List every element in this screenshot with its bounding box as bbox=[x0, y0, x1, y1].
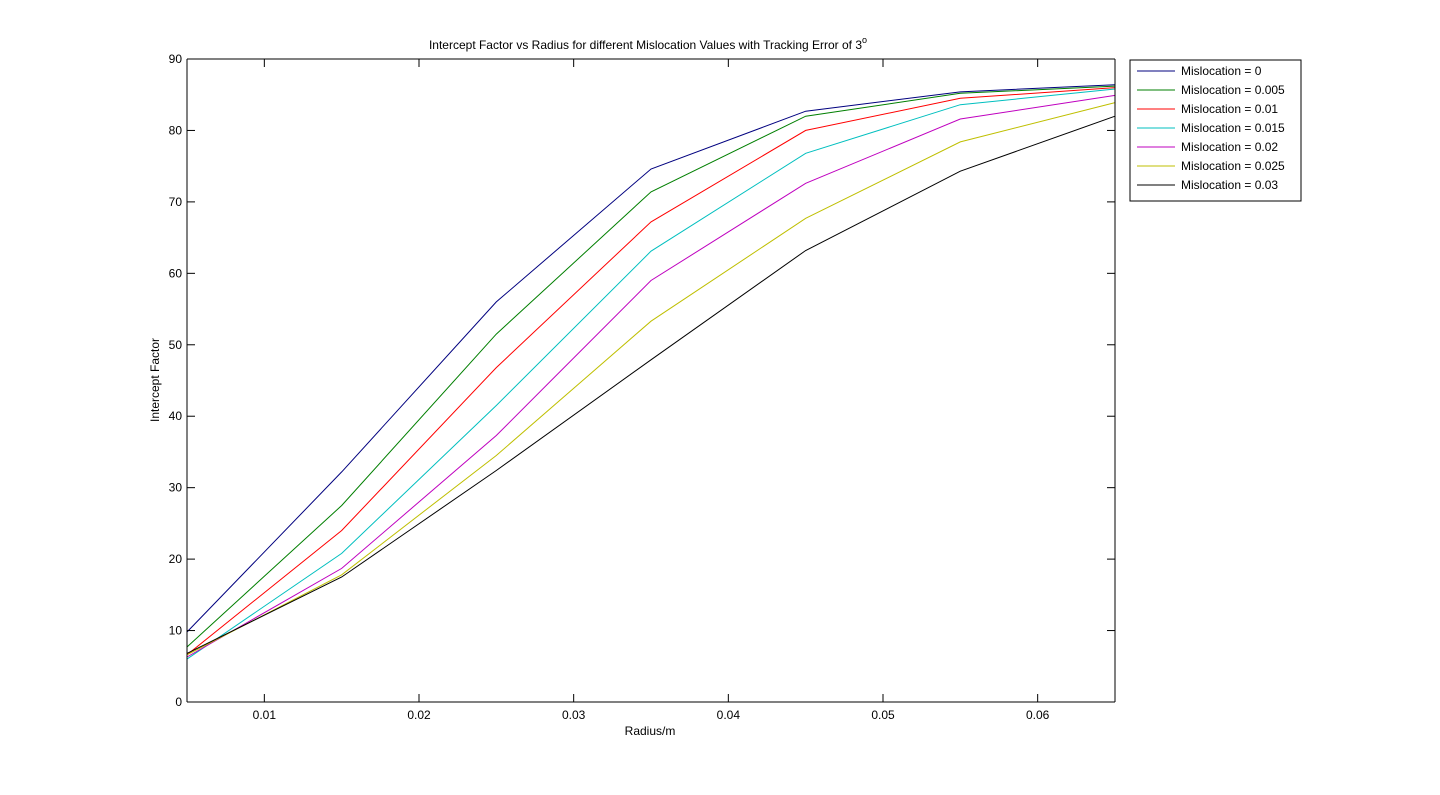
axes-layer bbox=[186, 58, 1116, 703]
chart-title: Intercept Factor vs Radius for different… bbox=[429, 35, 867, 52]
ticks-layer: 0.01 0.02 0.03 0.04 0.05 0.06 0 10 20 30 40 50 60 70 8… bbox=[169, 52, 1115, 722]
x-axis-label: Radius/m bbox=[625, 724, 676, 738]
y-tick-label: 60 bbox=[169, 266, 183, 280]
legend-label-mislocation-0-02: Mislocation = 0.02 bbox=[1181, 140, 1278, 154]
x-tick-label: 0.01 bbox=[253, 708, 277, 722]
series-line-mislocation-0-015 bbox=[186, 88, 1116, 660]
legend-label-mislocation-0-03: Mislocation = 0.03 bbox=[1181, 178, 1278, 192]
series-line-mislocation-0-03 bbox=[186, 115, 1116, 654]
plot-area bbox=[187, 59, 1115, 702]
x-tick-label: 0.06 bbox=[1026, 708, 1050, 722]
series-line-mislocation-0-025 bbox=[186, 102, 1116, 656]
legend-box bbox=[1129, 59, 1302, 202]
legend: Mislocation = 0 Mislocation = 0.005 Misloc… bbox=[1129, 59, 1302, 202]
series-line-mislocation-0-005 bbox=[186, 85, 1116, 648]
plot-background bbox=[187, 59, 1115, 702]
y-tick-label: 50 bbox=[169, 338, 183, 352]
y-tick-label: 90 bbox=[169, 52, 183, 66]
y-tick-label: 10 bbox=[169, 624, 183, 638]
legend-label-mislocation-0-01: Mislocation = 0.01 bbox=[1181, 102, 1278, 116]
y-tick-label: 80 bbox=[169, 123, 183, 137]
x-tick-label: 0.02 bbox=[407, 708, 431, 722]
series-layer bbox=[186, 84, 1116, 660]
y-tick-label: 30 bbox=[169, 481, 183, 495]
legend-label-mislocation-0-025: Mislocation = 0.025 bbox=[1181, 159, 1285, 173]
legend-label-mislocation-0-015: Mislocation = 0.015 bbox=[1181, 121, 1285, 135]
chart-title-text: Intercept Factor vs Radius for different… bbox=[429, 38, 862, 52]
legend-label-mislocation-0-005: Mislocation = 0.005 bbox=[1181, 83, 1285, 97]
y-tick-label: 0 bbox=[175, 695, 182, 709]
legend-label-mislocation-0: Mislocation = 0 bbox=[1181, 64, 1262, 78]
y-axis-label: Intercept Factor bbox=[148, 338, 162, 422]
y-tick-label: 20 bbox=[169, 552, 183, 566]
x-tick-label: 0.03 bbox=[562, 708, 586, 722]
y-tick-label: 40 bbox=[169, 409, 183, 423]
series-line-mislocation-0 bbox=[186, 84, 1116, 633]
series-line-mislocation-0-01 bbox=[186, 87, 1116, 656]
series-line-mislocation-0-02 bbox=[186, 94, 1116, 658]
chart-title-superscript: o bbox=[862, 35, 867, 45]
y-tick-label: 70 bbox=[169, 195, 183, 209]
x-tick-label: 0.04 bbox=[717, 708, 741, 722]
x-tick-label: 0.05 bbox=[871, 708, 895, 722]
